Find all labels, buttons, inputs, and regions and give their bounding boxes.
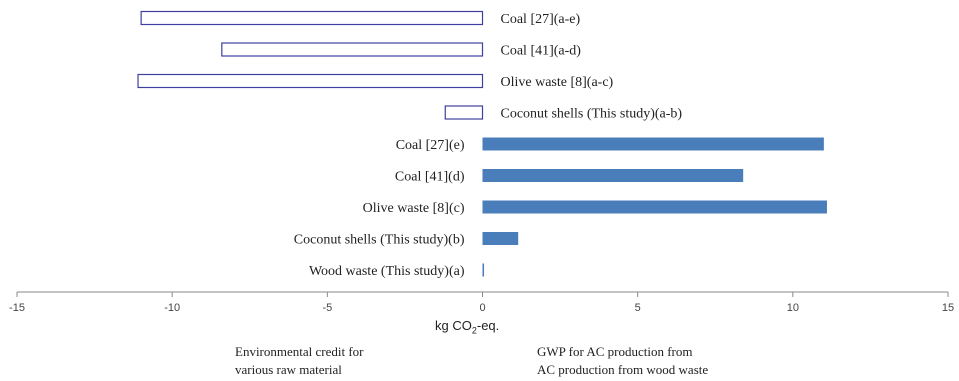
gwp-bar [482,232,519,245]
category-labels: Coal [27](a-e) Coal [41](a-d) Olive waste … [294,12,683,279]
annotation-line: GWP for AC production from [537,344,693,359]
x-tick-label: 5 [635,302,641,314]
gwp-bar [482,137,824,151]
x-axis: -15 -10 -5 0 5 10 15 [9,291,954,314]
gwp-category-label: Olive waste [8](c) [363,201,465,216]
credit-category-label: Coal [41](a-d) [501,44,582,59]
credit-bar [137,73,484,89]
gwp-category-label: Coal [27](e) [396,138,465,153]
credit-bar [140,10,484,26]
x-tick-label: -15 [9,302,25,314]
x-axis-label: kg CO2-eq. [435,318,500,336]
gwp-category-label: Coconut shells (This study)(b) [294,233,465,248]
x-tick-label: -5 [322,302,332,314]
annotation-environmental-credit: Environmental credit for various raw mat… [235,343,364,379]
credit-bar [221,42,484,57]
annotation-line: Environmental credit for [235,344,364,359]
bars [137,10,827,277]
x-tick-label: 0 [479,302,485,314]
annotation-line: various raw material [235,362,342,377]
gwp-bar [482,169,744,182]
gwp-bar [482,263,485,277]
credit-category-label: Olive waste [8](a-c) [501,75,614,90]
credit-category-label: Coconut shells (This study)(a-b) [501,107,683,122]
credit-bar [444,105,484,120]
annotation-gwp: GWP for AC production from AC production… [537,343,708,379]
gwp-bar [482,200,827,214]
credit-category-label: Coal [27](a-e) [501,12,581,27]
gwp-category-label: Wood waste (This study)(a) [309,264,465,279]
x-tick-label: 10 [787,302,799,314]
x-tick-label: 15 [942,302,954,314]
gwp-category-label: Coal [41](d) [395,170,465,185]
annotation-line: AC production from wood waste [537,362,709,377]
x-tick-label: -10 [164,302,180,314]
